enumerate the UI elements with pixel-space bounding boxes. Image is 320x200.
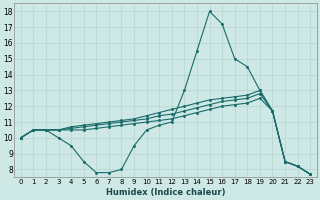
- X-axis label: Humidex (Indice chaleur): Humidex (Indice chaleur): [106, 188, 225, 197]
